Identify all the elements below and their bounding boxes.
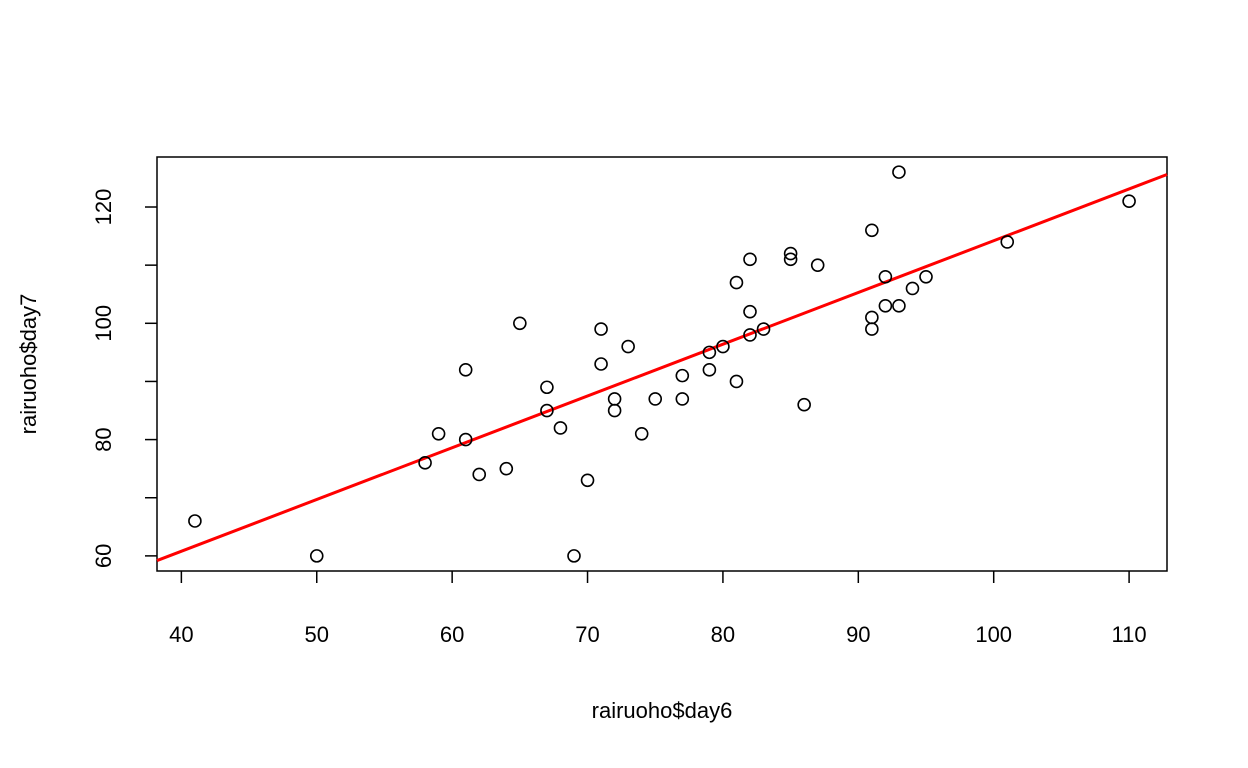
data-point xyxy=(499,461,514,476)
y-axis-label: rairuoho$day7 xyxy=(16,294,41,435)
data-point xyxy=(878,269,893,284)
data-point xyxy=(743,328,757,342)
y-tick-label: 80 xyxy=(91,427,116,451)
data-point xyxy=(878,299,893,313)
x-tick-label: 70 xyxy=(575,622,599,647)
data-point xyxy=(567,549,581,563)
data-point xyxy=(810,258,825,272)
data-point xyxy=(905,281,920,296)
data-point xyxy=(472,467,487,482)
data-point xyxy=(729,374,744,389)
regression-line xyxy=(156,173,1168,562)
data-point xyxy=(865,322,879,336)
y-tick-label: 100 xyxy=(91,305,116,342)
data-point xyxy=(553,421,568,435)
data-point xyxy=(621,339,635,354)
data-point xyxy=(865,223,879,238)
data-point xyxy=(540,403,554,418)
data-point xyxy=(1122,194,1136,208)
data-points xyxy=(188,165,1136,563)
data-point xyxy=(892,165,906,179)
x-tick-label: 100 xyxy=(975,622,1012,647)
data-point xyxy=(648,392,663,406)
data-point xyxy=(607,403,622,418)
data-point xyxy=(540,380,554,395)
x-tick-label: 90 xyxy=(846,622,870,647)
data-point xyxy=(580,473,595,488)
data-point xyxy=(594,322,608,336)
x-tick-label: 80 xyxy=(711,622,735,647)
x-axis-label: rairuoho$day6 xyxy=(592,698,733,723)
x-tick-label: 60 xyxy=(440,622,464,647)
data-point xyxy=(919,269,933,284)
data-point xyxy=(513,316,527,331)
data-point xyxy=(431,426,446,441)
x-tick-label: 110 xyxy=(1112,622,1147,647)
y-axis: 60 80 100 120 xyxy=(91,189,157,568)
data-point xyxy=(309,549,324,563)
data-point xyxy=(702,363,717,377)
x-tick-label: 40 xyxy=(169,622,193,647)
data-point xyxy=(594,357,608,371)
x-axis: 40 50 60 70 80 90 100 110 xyxy=(169,571,1147,647)
data-point xyxy=(634,426,649,441)
plot-frame xyxy=(156,156,1168,572)
data-point xyxy=(418,456,432,470)
data-point xyxy=(756,322,771,336)
data-point xyxy=(743,304,757,319)
regression-line-group xyxy=(156,173,1168,562)
data-point xyxy=(458,432,473,447)
data-point xyxy=(675,392,690,406)
data-point xyxy=(783,246,798,261)
data-point xyxy=(188,514,202,528)
x-tick-label: 50 xyxy=(305,622,329,647)
data-point xyxy=(865,310,879,325)
y-tick-label: 60 xyxy=(91,544,116,568)
data-point xyxy=(716,339,730,354)
y-tick-label: 120 xyxy=(91,189,116,226)
data-point xyxy=(797,397,811,412)
data-point xyxy=(458,363,473,377)
data-point xyxy=(892,299,906,313)
data-point xyxy=(607,392,622,406)
data-point xyxy=(1000,235,1015,249)
data-point xyxy=(702,345,717,360)
data-point xyxy=(675,368,690,383)
data-point xyxy=(729,275,744,290)
data-point xyxy=(743,252,757,267)
data-point xyxy=(783,252,798,267)
